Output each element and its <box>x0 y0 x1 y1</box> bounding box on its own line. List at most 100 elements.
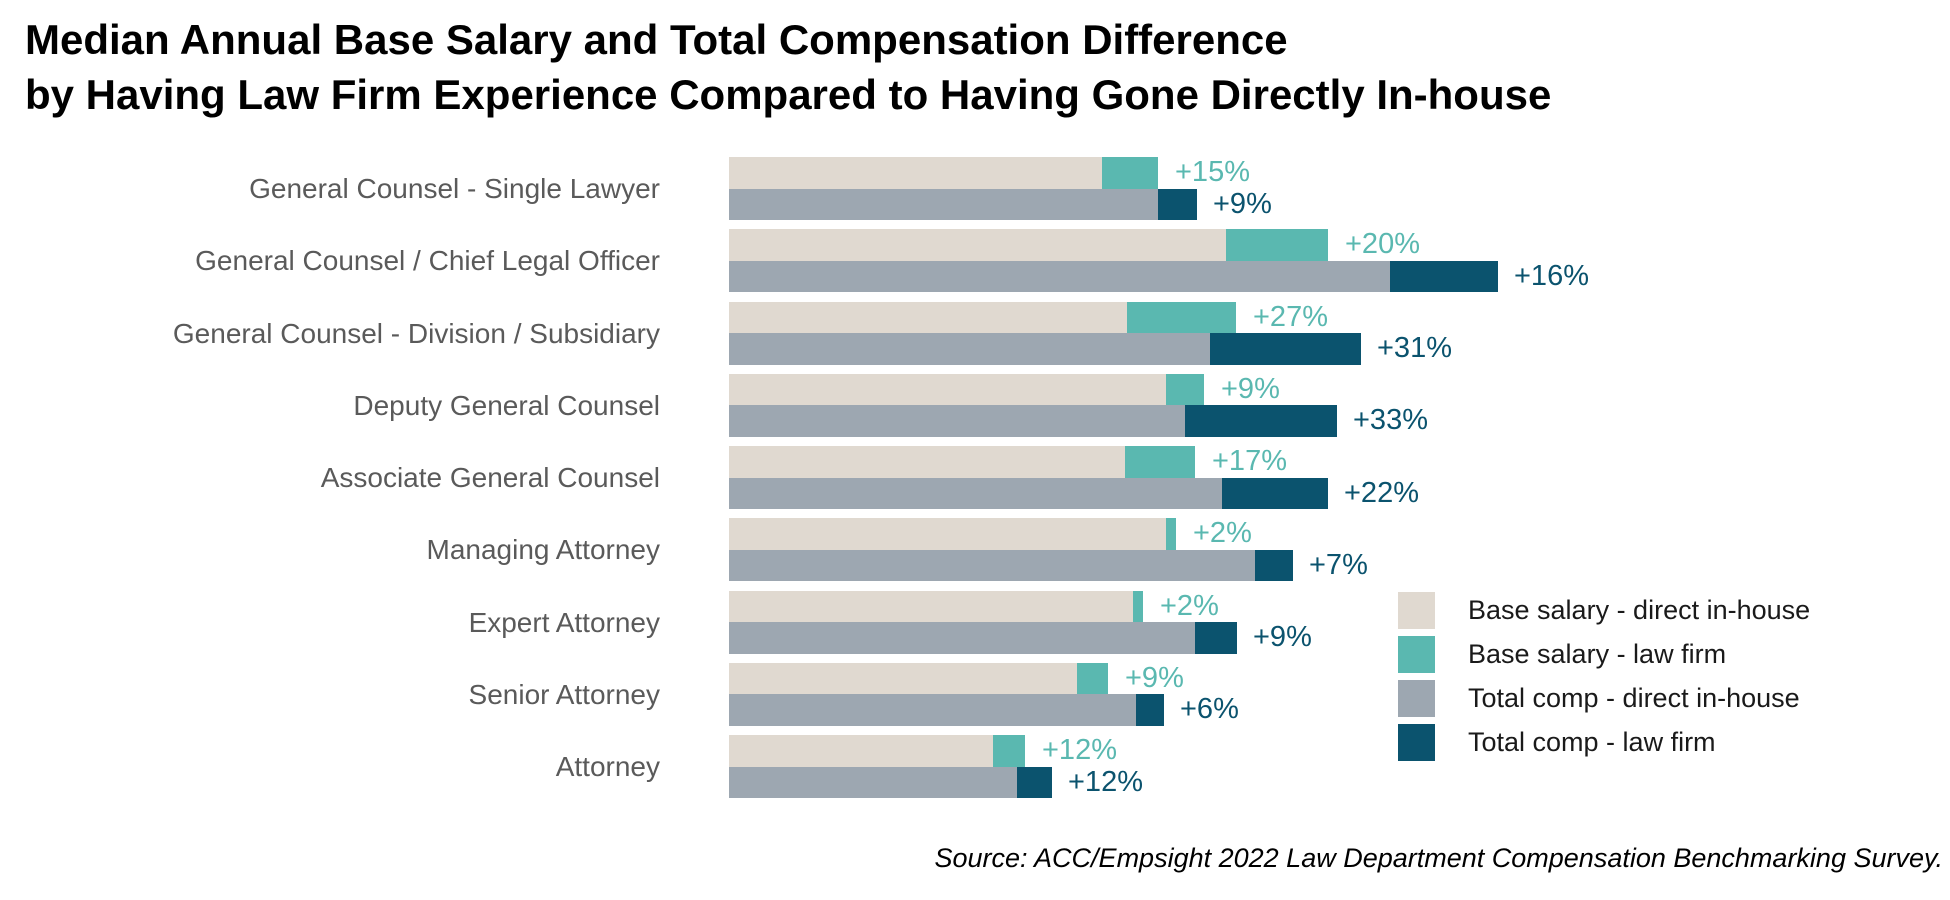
bar-segment-base-law-firm <box>1166 518 1176 550</box>
bar-segment-base-direct-in-house <box>729 518 1166 550</box>
total-comp-diff-label: +7% <box>1309 548 1368 581</box>
bar-segment-base-law-firm <box>1077 662 1108 695</box>
base-salary-bar: +27% <box>729 301 1452 333</box>
legend-swatch <box>1398 680 1435 717</box>
total-comp-diff-label: +9% <box>1253 621 1312 653</box>
bar-segment-total-law-firm <box>1222 477 1328 509</box>
chart-row: General Counsel - Single Lawyer +15% +9% <box>0 156 1950 220</box>
chart-title-line-1: Median Annual Base Salary and Total Comp… <box>25 16 1288 63</box>
total-comp-diff-label: +33% <box>1353 404 1428 437</box>
legend-label: Total comp - law firm <box>1468 727 1716 757</box>
bar-pair: +17% +22% <box>729 445 1419 509</box>
total-comp-bar: +9% <box>729 187 1272 220</box>
total-comp-bar: +16% <box>729 260 1589 293</box>
base-salary-diff-label: +9% <box>1221 372 1280 405</box>
category-label: Associate General Counsel <box>320 462 660 493</box>
bar-pair: +2% +9% <box>729 589 1312 654</box>
base-salary-diff-label: +20% <box>1345 228 1420 261</box>
base-salary-bar: +20% <box>729 229 1589 261</box>
base-salary-bar: +12% <box>729 734 1143 767</box>
legend: Base salary - direct in-house Base salary… <box>1398 592 1810 768</box>
bar-pair: +15% +9% <box>729 156 1272 220</box>
legend-item: Base salary - direct in-house <box>1398 592 1810 629</box>
legend-item: Total comp - direct in-house <box>1398 680 1810 717</box>
legend-label: Base salary - direct in-house <box>1468 595 1811 625</box>
chart-row: Deputy General Counsel +9% +33% <box>0 372 1950 437</box>
base-salary-bar: +17% <box>729 445 1419 478</box>
category-label: Senior Attorney <box>468 678 660 710</box>
chart-row: Attorney +12% +12% <box>0 734 1950 798</box>
total-comp-bar: +31% <box>729 332 1452 365</box>
bar-segment-base-law-firm <box>1127 301 1236 333</box>
base-salary-diff-label: +9% <box>1125 661 1184 694</box>
legend-swatch <box>1398 592 1435 629</box>
chart-row: General Counsel / Chief Legal Officer +20… <box>0 229 1950 293</box>
base-salary-bar: +9% <box>729 372 1428 406</box>
category-label: Managing Attorney <box>426 534 661 566</box>
category-label: General Counsel / Chief Legal Officer <box>195 245 660 277</box>
total-comp-bar: +9% <box>729 621 1312 654</box>
base-salary-diff-label: +17% <box>1212 445 1287 477</box>
total-comp-diff-label: +31% <box>1377 332 1452 364</box>
bar-segment-total-direct-in-house <box>729 260 1390 293</box>
bar-segment-total-direct-in-house <box>729 766 1017 798</box>
chart-row: General Counsel - Division / Subsidiary +… <box>0 301 1950 365</box>
bar-segment-total-direct-in-house <box>729 333 1210 365</box>
bar-segment-base-law-firm <box>1102 157 1158 189</box>
bar-segment-base-direct-in-house <box>729 157 1102 189</box>
bar-pair: +20% +16% <box>729 229 1589 293</box>
bar-segment-total-law-firm <box>1210 333 1361 365</box>
bar-segment-total-direct-in-house <box>729 549 1255 582</box>
base-salary-bar: +2% <box>729 518 1368 550</box>
total-comp-diff-label: +12% <box>1068 765 1143 798</box>
base-salary-diff-label: +15% <box>1175 156 1250 188</box>
bar-pair: +12% +12% <box>729 734 1143 798</box>
bar-segment-base-direct-in-house <box>729 301 1127 333</box>
bar-segment-base-law-firm <box>1133 590 1143 622</box>
base-salary-bar: +2% <box>729 589 1312 622</box>
category-label: General Counsel - Division / Subsidiary <box>172 317 660 349</box>
bar-segment-total-direct-in-house <box>729 694 1136 726</box>
total-comp-bar: +22% <box>729 477 1419 509</box>
legend-swatch <box>1398 636 1435 673</box>
chart-title-line-2: by Having Law Firm Experience Compared t… <box>25 71 1552 118</box>
bar-segment-base-law-firm <box>1226 229 1328 261</box>
legend-label: Total comp - direct in-house <box>1468 683 1800 713</box>
category-label: Deputy General Counsel <box>353 389 660 421</box>
total-comp-diff-label: +6% <box>1180 693 1239 726</box>
bar-segment-base-direct-in-house <box>729 373 1166 406</box>
category-label: Expert Attorney <box>468 606 660 638</box>
bar-pair: +2% +7% <box>729 518 1368 582</box>
bar-segment-base-direct-in-house <box>729 590 1133 622</box>
bar-segment-base-law-firm <box>1166 373 1204 406</box>
bar-segment-base-direct-in-house <box>729 735 993 767</box>
bar-segment-total-direct-in-house <box>729 405 1185 437</box>
bar-segment-base-direct-in-house <box>729 229 1226 261</box>
chart-row: Senior Attorney +9% +6% <box>0 661 1950 726</box>
base-salary-bar: +9% <box>729 661 1239 695</box>
chart-row: Managing Attorney +2% +7% <box>0 518 1950 582</box>
bar-segment-total-direct-in-house <box>729 622 1195 654</box>
base-salary-diff-label: +2% <box>1193 517 1252 550</box>
bar-segment-total-direct-in-house <box>729 188 1158 220</box>
bar-pair: +27% +31% <box>729 301 1452 365</box>
base-salary-diff-label: +12% <box>1042 734 1117 766</box>
bar-segment-base-direct-in-house <box>729 446 1125 478</box>
legend-item: Base salary - law firm <box>1398 636 1810 673</box>
base-salary-diff-label: +2% <box>1160 589 1219 622</box>
bar-segment-total-law-firm <box>1136 694 1164 726</box>
total-comp-bar: +6% <box>729 694 1239 726</box>
bar-pair: +9% +33% <box>729 372 1428 437</box>
bar-segment-total-law-firm <box>1255 549 1293 582</box>
bar-segment-base-law-firm <box>993 735 1025 767</box>
bar-segment-total-law-firm <box>1390 260 1498 293</box>
base-salary-bar: +15% <box>729 156 1272 189</box>
legend-label: Base salary - law firm <box>1468 639 1727 669</box>
total-comp-diff-label: +9% <box>1213 187 1272 220</box>
bar-segment-total-law-firm <box>1185 405 1337 437</box>
bar-segment-base-law-firm <box>1125 446 1195 478</box>
bar-segment-total-direct-in-house <box>729 477 1222 509</box>
total-comp-bar: +7% <box>729 548 1368 582</box>
bar-segment-total-law-firm <box>1195 622 1237 654</box>
